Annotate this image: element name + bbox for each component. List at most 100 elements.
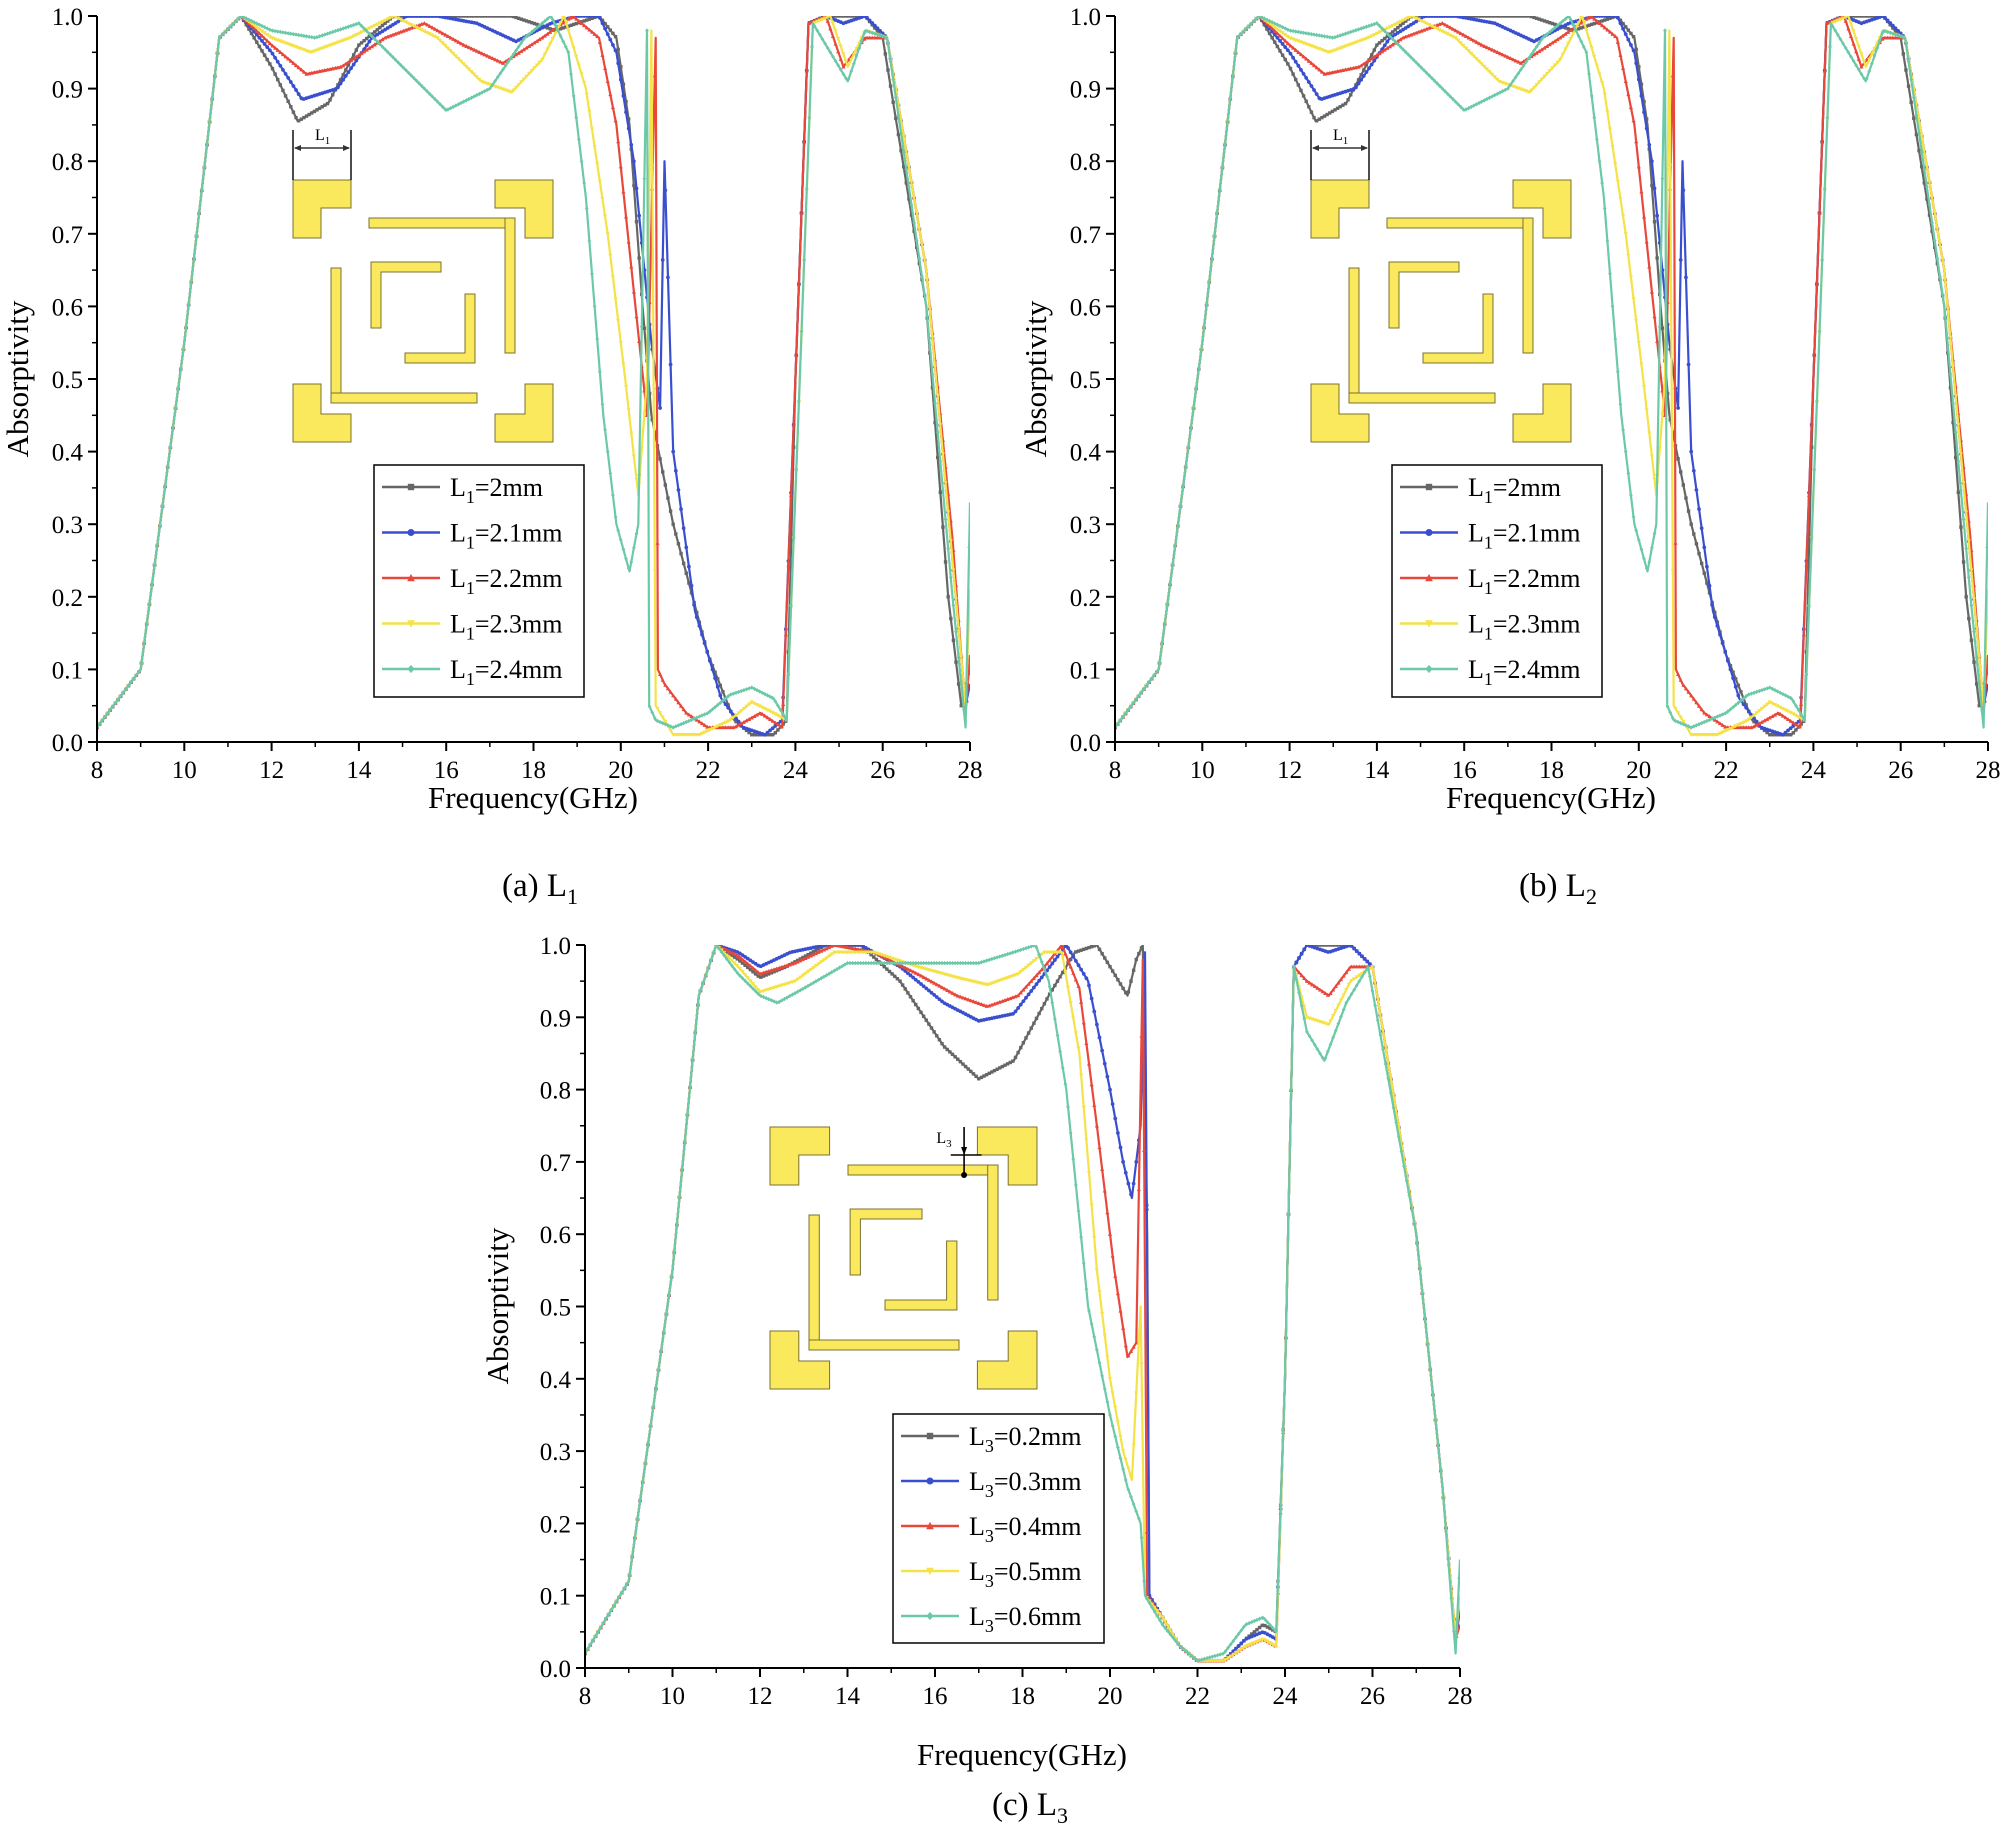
data-point (718, 694, 722, 698)
data-point (1106, 961, 1109, 964)
data-point (1103, 1062, 1107, 1066)
data-point (328, 98, 331, 101)
data-point (1294, 60, 1298, 64)
data-point (1619, 21, 1623, 25)
data-point (1354, 85, 1358, 89)
data-point (614, 297, 618, 301)
data-point (1090, 1082, 1094, 1086)
data-point (1608, 272, 1612, 276)
data-point (1307, 105, 1310, 108)
data-point (906, 991, 909, 994)
dimension-arrow-left (1312, 145, 1319, 151)
data-point (1655, 214, 1659, 218)
data-point (603, 27, 607, 31)
data-point (1663, 28, 1667, 32)
data-point (1687, 363, 1691, 367)
data-point (1050, 962, 1054, 966)
data-point (1970, 603, 1974, 607)
y-tick-label: 0.1 (1070, 657, 1101, 684)
data-point (1069, 1001, 1073, 1005)
inner-l-bottom-right (405, 294, 475, 363)
dimension-label: L1 (1333, 127, 1348, 147)
data-point (1365, 70, 1369, 74)
data-point (898, 979, 901, 982)
data-point (1077, 963, 1081, 967)
data-point (619, 164, 623, 168)
data-point (1619, 402, 1623, 406)
data-point (1084, 1139, 1088, 1143)
y-tick-label: 0.0 (1070, 730, 1101, 757)
x-tick-label: 14 (346, 757, 372, 784)
data-point (352, 63, 356, 67)
data-point (658, 457, 661, 460)
data-point (1134, 1392, 1138, 1396)
data-point (1071, 955, 1075, 959)
y-tick-label: 0.4 (1070, 440, 1102, 467)
data-point (682, 526, 686, 530)
data-point (1606, 239, 1610, 243)
data-point (1119, 982, 1122, 985)
data-point (938, 1038, 941, 1041)
data-point (629, 143, 633, 147)
data-point (1304, 76, 1308, 80)
data-point (1127, 1182, 1131, 1186)
data-point (690, 584, 694, 588)
data-point (663, 188, 667, 192)
dimension-arrow-left (294, 145, 301, 151)
legend-label-main: L (450, 519, 466, 548)
y-tick-label: 0.4 (52, 440, 84, 467)
data-point (653, 569, 657, 573)
data-point (585, 93, 589, 97)
data-point (1739, 690, 1742, 693)
data-point (574, 115, 578, 119)
data-point (919, 1011, 922, 1014)
y-tick-label: 0.1 (52, 657, 83, 684)
data-point (1084, 1041, 1088, 1045)
data-point (587, 110, 591, 114)
data-point (901, 983, 904, 986)
data-point (1058, 975, 1061, 978)
data-point (1695, 542, 1698, 545)
data-point (1642, 385, 1646, 389)
data-point (1113, 1117, 1117, 1121)
data-point (1116, 1291, 1120, 1295)
data-point (624, 110, 628, 114)
data-point (927, 1022, 930, 1025)
panel-caption: (a) L1 (502, 868, 578, 909)
legend-label-sub: 1 (466, 669, 475, 689)
data-point (1310, 110, 1313, 113)
data-point (1040, 1007, 1043, 1010)
data-point (669, 509, 672, 512)
data-point (1626, 38, 1630, 42)
data-point (1642, 110, 1646, 114)
inner-l-bottom-right (1423, 294, 1493, 363)
legend-label-rest: =2.2mm (1493, 564, 1581, 593)
data-point (1621, 27, 1625, 31)
data-point (1095, 943, 1098, 946)
data-point (622, 94, 626, 98)
data-point (698, 624, 702, 628)
data-point (774, 731, 777, 734)
data-point (1076, 1047, 1080, 1051)
data-point (1613, 162, 1617, 166)
data-point (634, 314, 638, 318)
data-point (339, 82, 343, 86)
corner-patch-top-right (495, 180, 553, 238)
data-point (666, 275, 670, 279)
data-point (1056, 979, 1059, 982)
y-tick-label: 0.8 (52, 149, 83, 176)
data-point (1129, 1193, 1133, 1197)
y-tick-label: 0.6 (1070, 294, 1101, 321)
data-point (297, 92, 301, 96)
data-point (939, 491, 942, 494)
data-point (1718, 633, 1722, 637)
data-point (1689, 450, 1693, 454)
data-point (949, 575, 953, 579)
data-point (1912, 117, 1915, 120)
data-point (886, 68, 889, 71)
x-tick-label: 28 (958, 757, 983, 784)
data-point (1710, 603, 1714, 607)
y-tick-label: 0.0 (52, 730, 83, 757)
data-point (925, 1018, 928, 1021)
data-point (669, 363, 673, 367)
